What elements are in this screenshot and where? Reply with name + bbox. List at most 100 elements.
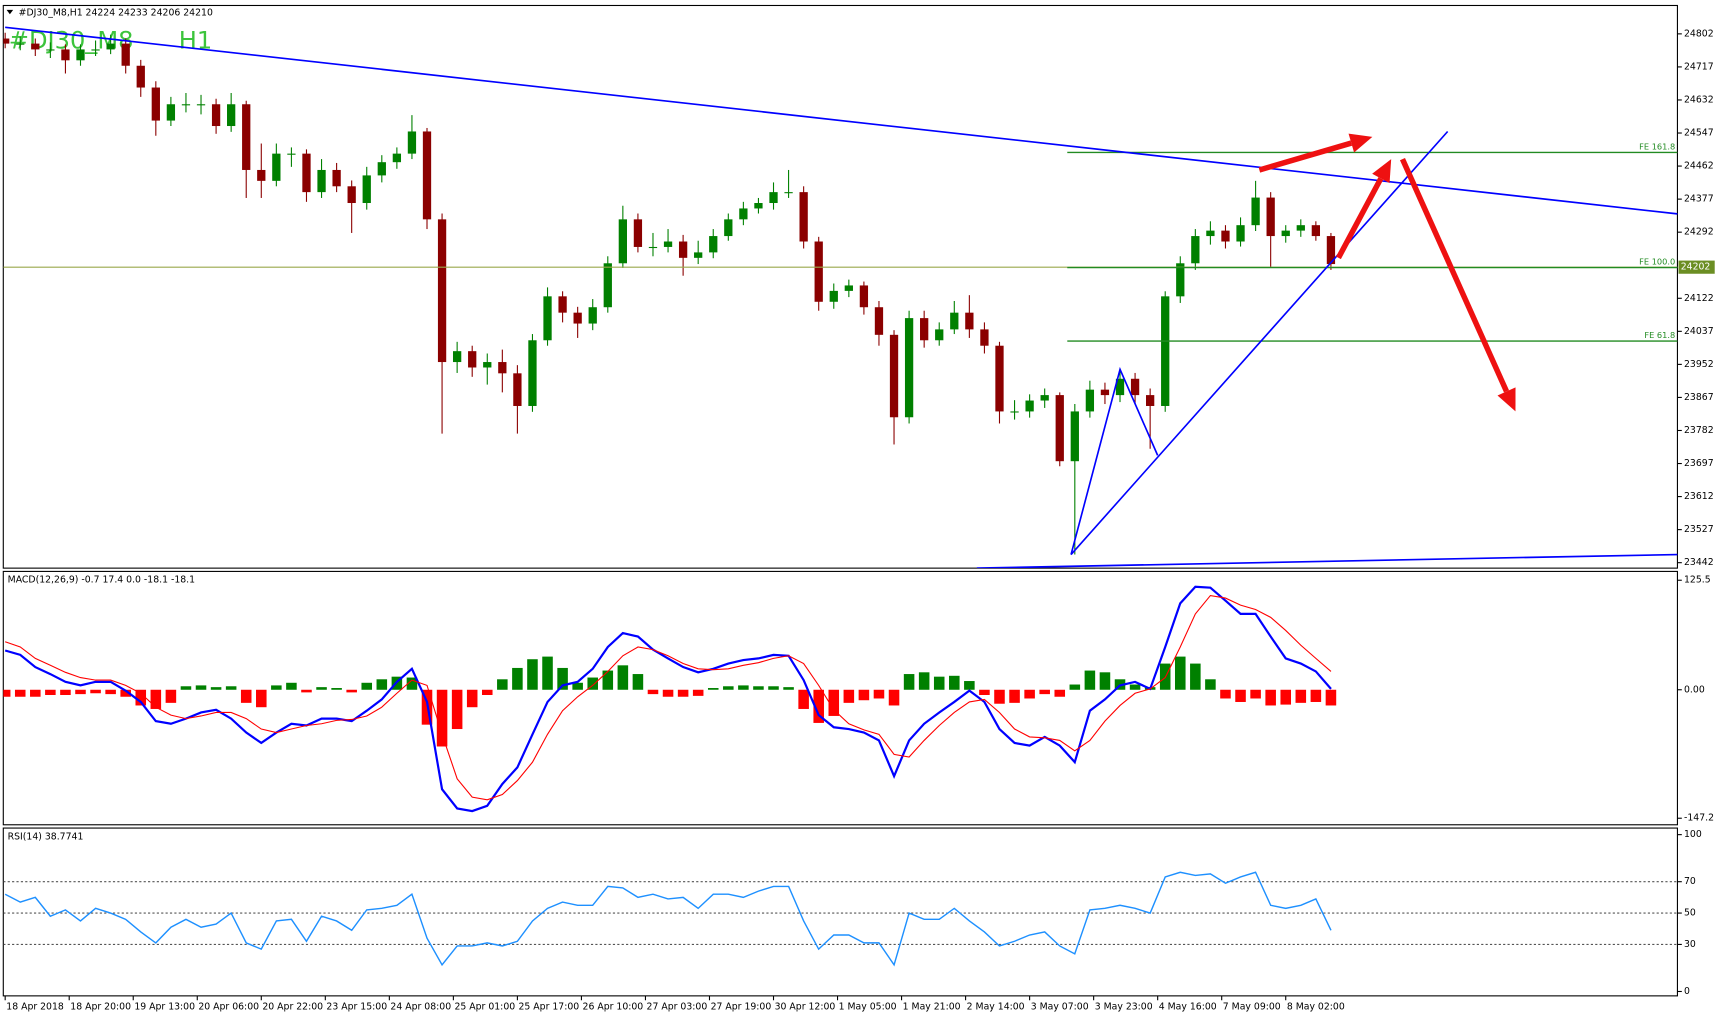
candle-body [106,43,115,50]
histogram-bar [662,689,674,697]
macd-panel [2,570,1678,826]
y-tick-label: 0.00 [1684,684,1705,695]
x-tick-label: 1 May 21:00 [903,1001,961,1012]
histogram-bar [768,686,779,690]
x-tick-label: 2 May 14:00 [967,1001,1025,1012]
y-tick-label: 24037 [1684,326,1714,337]
candle-body [76,49,85,61]
y-tick-label: 100 [1684,829,1702,840]
histogram-bar [316,687,327,690]
candle-body [1025,400,1034,412]
histogram-bar [1325,689,1337,706]
histogram-bar [1084,670,1096,690]
x-tick-label: 1 May 05:00 [839,1001,897,1012]
candle-body [31,43,40,50]
candle-body [588,307,597,324]
x-tick-label: 18 Apr 20:00 [70,1001,131,1012]
menu-triangle[interactable] [6,9,14,15]
histogram-bar [753,686,764,690]
candle-body [769,192,778,204]
histogram-bar [1235,689,1246,702]
candle-body [1100,389,1110,396]
candle-body [1161,296,1170,406]
candle-body [1236,225,1245,242]
histogram-bar [692,689,704,696]
indicator-label: RSI(14) 38.7741 [8,831,84,842]
candle-body [196,104,206,106]
histogram-bar [1069,684,1081,690]
histogram-bar [45,689,56,695]
histogram-bar [738,685,749,690]
histogram-bar [346,689,357,693]
histogram-bar [1190,663,1201,690]
y-tick-label: 23612 [1684,491,1714,502]
histogram-bar [798,689,809,709]
y-tick-label: 23782 [1684,425,1714,436]
arrow-head [1372,159,1392,184]
y-tick-label: 30 [1684,939,1696,950]
y-tick-label: 24717 [1684,61,1714,72]
candle-body [754,203,763,209]
x-tick-label: 25 Apr 17:00 [518,1001,579,1012]
histogram-bar [587,677,598,690]
candle-body [603,263,612,308]
histogram-bar [75,689,86,695]
macd-line [4,594,1332,801]
x-tick-label: 19 Apr 13:00 [134,1001,195,1012]
histogram-bar [165,689,177,703]
histogram-bar [707,688,719,690]
fib-label: FE 100.0 [1639,257,1675,267]
candle-body [1266,197,1275,237]
candle-body [965,312,974,330]
candle-body [739,208,748,220]
histogram-bar [1295,689,1307,703]
x-tick-label: 7 May 09:00 [1223,1001,1281,1012]
y-tick-label: -147.2 [1684,813,1714,824]
trendline [5,26,1678,215]
candle-body [1311,225,1321,237]
histogram-bar [903,674,915,690]
histogram-bar [1024,689,1035,699]
candles [3,26,1678,569]
candle-body [618,219,627,264]
rsi-line [4,871,1332,967]
histogram-bar [60,689,71,695]
histogram-bar [602,670,614,690]
candle-body [920,318,929,341]
candle-body [272,153,281,181]
candle-body [392,153,402,163]
candle-body [302,153,311,193]
candle-body [573,312,582,324]
histogram-bar [451,689,463,730]
histogram-bar [723,686,734,690]
candle-body [558,296,567,313]
x-tick-label: 20 Apr 22:00 [262,1001,323,1012]
histogram-bar [1310,689,1322,702]
candle-body [242,104,251,170]
ohlc-label: 24224 24233 24206 24210 [86,8,213,19]
y-tick-label: 24632 [1684,94,1714,105]
x-tick-label: 27 Apr 19:00 [711,1001,772,1012]
histogram-bar [286,682,297,690]
macd-line [4,585,1332,813]
candle-body [46,49,55,51]
histogram-bar [1175,656,1186,690]
main-panel [2,4,1678,569]
histogram-bar [1280,689,1292,705]
candle-body [829,290,838,302]
histogram-bar [466,689,478,708]
candle-body [287,153,296,155]
histogram-bar [527,659,538,690]
candle-body [633,219,643,247]
histogram-bar [1099,672,1111,690]
histogram-bar [120,689,131,697]
histogram-bar [3,689,11,697]
histogram-bar [150,689,162,709]
histogram-bar [994,689,1005,704]
y-tick-label: 24462 [1684,161,1714,172]
candle-body [1251,197,1260,226]
histogram-bar [240,689,252,703]
histogram-bar [90,689,101,694]
candle-body [1085,389,1095,412]
